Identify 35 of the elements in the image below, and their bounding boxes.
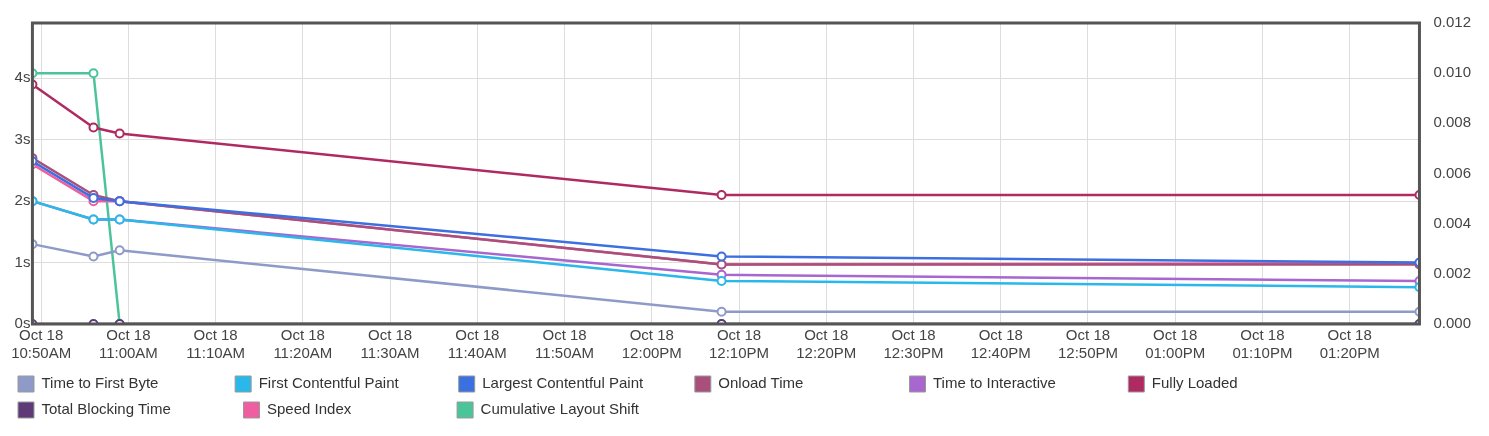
x-tick-label: Oct 18 11:20AM (273, 326, 333, 362)
x-tick-label: Oct 18 12:50PM (1057, 326, 1118, 362)
y-tick-label: 4s (14, 68, 31, 86)
legend-label: Largest Contentful Paint (482, 374, 685, 392)
y2-tick-label: 0.006 (1433, 163, 1472, 181)
y2-tick-label: 0.012 (1433, 13, 1472, 31)
x-tick-label: Oct 18 11:50AM (535, 326, 595, 362)
legend-label: Total Blocking Time (41, 400, 234, 418)
legend-label: Speed Index (267, 400, 448, 418)
y2-tick-label: 0.002 (1433, 263, 1472, 281)
x-tick-label: Oct 18 12:20PM (796, 326, 857, 362)
y-tick-label: 2s (14, 191, 31, 209)
x-tick-label: Oct 18 01:20PM (1319, 326, 1380, 362)
legend-label: Onload Time (718, 374, 900, 392)
x-tick-label: Oct 18 12:30PM (883, 326, 944, 362)
y2-tick-label: 0.004 (1433, 213, 1472, 231)
legend-label: Time to First Byte (41, 374, 226, 392)
x-tick-label: Oct 18 11:10AM (186, 326, 246, 362)
x-tick-label: Oct 18 12:00PM (621, 326, 682, 362)
x-tick-label: Oct 18 01:00PM (1145, 326, 1206, 362)
x-tick-label: Oct 18 12:10PM (709, 326, 770, 362)
x-tick-label: Oct 18 11:30AM (360, 326, 420, 362)
y2-tick-label: 0.008 (1433, 113, 1472, 131)
y-tick-label: 3s (14, 129, 31, 147)
legend-label: Time to Interactive (932, 374, 1119, 392)
x-tick-label: Oct 18 11:40AM (447, 326, 507, 362)
x-tick-label: Oct 18 01:10PM (1232, 326, 1293, 362)
legend-label: First Contentful Paint (258, 374, 449, 392)
x-tick-label: Oct 18 12:40PM (970, 326, 1031, 362)
y2-tick-label: 0.010 (1433, 63, 1472, 81)
legend-label: Cumulative Layout Shift (480, 400, 685, 418)
x-tick-label: Oct 18 11:00AM (98, 326, 158, 362)
legend-label: Fully Loaded (1151, 374, 1330, 392)
y-tick-label: 1s (14, 252, 31, 270)
y2-tick-label: 0.000 (1433, 314, 1472, 332)
